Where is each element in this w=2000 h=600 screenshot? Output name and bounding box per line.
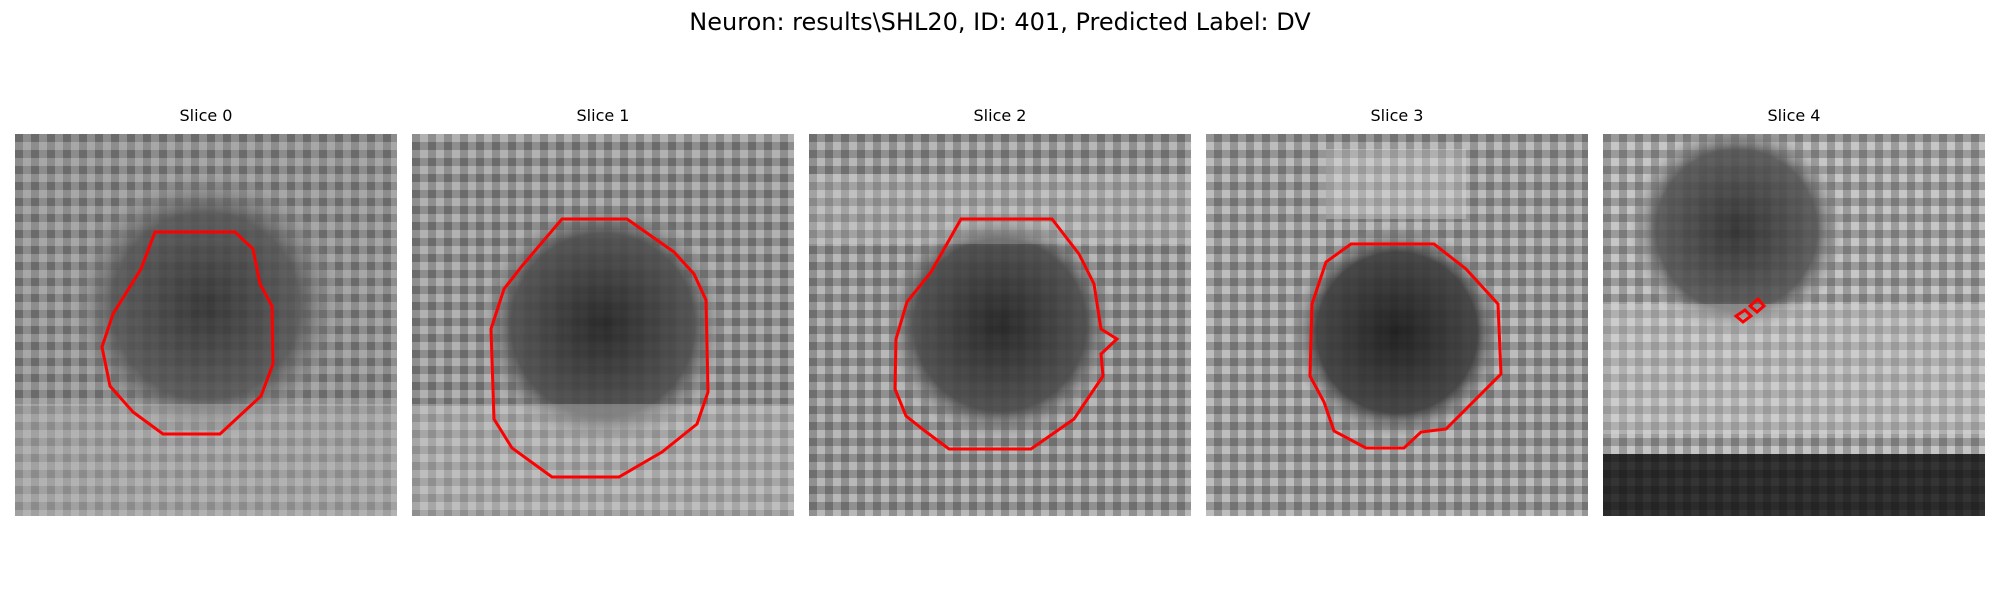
cell-darkness — [15, 134, 397, 516]
slice-title: Slice 4 — [1767, 106, 1821, 125]
slice-image-1 — [412, 134, 794, 516]
slice-panel-2: Slice 2 — [809, 106, 1191, 516]
neuron-outline — [1308, 242, 1503, 450]
cell-darkness — [412, 134, 794, 516]
slice-panel-0: Slice 0 — [15, 106, 397, 516]
figure-title: Neuron: results\SHL20, ID: 401, Predicte… — [689, 8, 1311, 36]
dark-bottom-band — [1603, 454, 1985, 516]
slice-image-3 — [1206, 134, 1588, 516]
bright-middle-region — [1603, 304, 1985, 434]
slice-image-2 — [809, 134, 1191, 516]
upper-dark-region — [1603, 134, 1985, 516]
slice-panel-3: Slice 3 — [1206, 106, 1588, 516]
cell-darkness — [809, 134, 1191, 516]
bright-lower-region — [412, 404, 794, 516]
slice-title: Slice 2 — [973, 106, 1027, 125]
bright-lower-region — [15, 404, 397, 516]
neuron-outline-markers — [1733, 296, 1767, 324]
neuron-outline — [489, 217, 710, 479]
neuron-outline — [100, 230, 275, 436]
slice-panel-1: Slice 1 — [412, 106, 794, 516]
slice-image-4 — [1603, 134, 1985, 516]
slice-panel-4: Slice 4 — [1603, 106, 1985, 516]
slice-title: Slice 3 — [1370, 106, 1424, 125]
slice-image-0 — [15, 134, 397, 516]
slice-title: Slice 1 — [576, 106, 630, 125]
cell-darkness — [1206, 134, 1588, 516]
slice-title: Slice 0 — [179, 106, 233, 125]
neuron-outline — [893, 217, 1120, 451]
bright-upper-region — [1326, 149, 1466, 219]
bright-upper-band — [809, 174, 1191, 244]
